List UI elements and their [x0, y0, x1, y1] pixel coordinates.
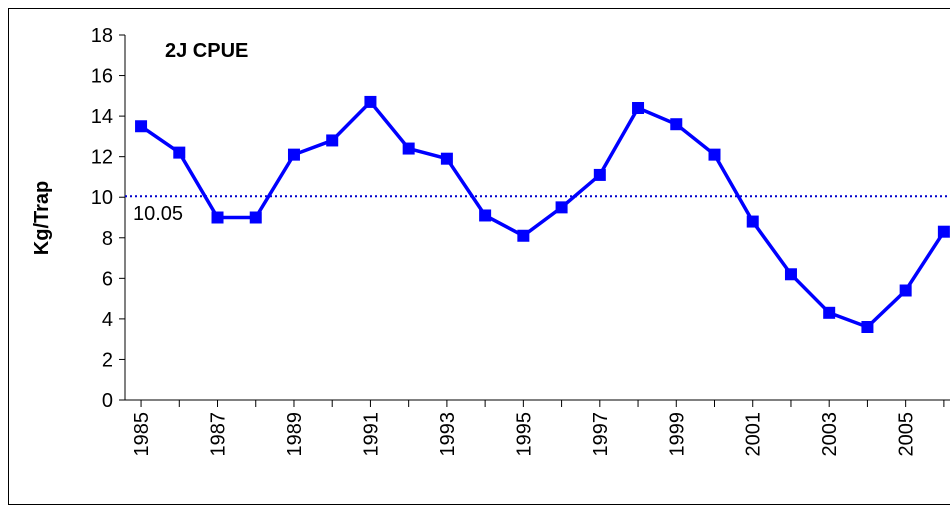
- x-tick-label: 1987: [208, 412, 230, 457]
- data-point: [517, 230, 529, 242]
- reference-label: 10.05: [133, 203, 183, 225]
- data-point: [250, 212, 262, 224]
- y-tick-label: 12: [91, 147, 113, 169]
- y-tick-label: 16: [91, 66, 113, 88]
- data-point: [479, 209, 491, 221]
- y-tick-label: 10: [91, 187, 113, 209]
- data-point: [632, 102, 644, 114]
- x-tick-label: 1995: [513, 412, 535, 457]
- x-tick-label: 1989: [284, 412, 306, 457]
- x-tick-label: 2001: [743, 412, 765, 457]
- y-tick-label: 6: [102, 268, 113, 290]
- y-tick-label: 2: [102, 349, 113, 371]
- x-tick-label: 2005: [896, 412, 918, 457]
- data-point: [747, 216, 759, 228]
- data-point: [364, 96, 376, 108]
- data-point: [212, 212, 224, 224]
- data-point: [900, 285, 912, 297]
- data-point: [823, 307, 835, 319]
- y-tick-label: 14: [91, 106, 113, 128]
- x-tick-label: 2003: [819, 412, 841, 457]
- data-point: [709, 149, 721, 161]
- data-point: [288, 149, 300, 161]
- data-point: [326, 134, 338, 146]
- data-point: [173, 147, 185, 159]
- y-tick-label: 4: [102, 309, 113, 331]
- data-point: [785, 268, 797, 280]
- x-tick-label: 1993: [437, 412, 459, 457]
- data-point: [861, 321, 873, 333]
- data-point: [135, 120, 147, 132]
- data-point: [556, 201, 568, 213]
- y-tick-label: 0: [102, 390, 113, 412]
- data-point: [441, 153, 453, 165]
- x-tick-label: 1997: [590, 412, 612, 457]
- chart-title: 2J CPUE: [165, 40, 248, 62]
- x-tick-label: 1999: [666, 412, 688, 457]
- data-point: [938, 226, 950, 238]
- data-point: [670, 118, 682, 130]
- x-tick-label: 1991: [360, 412, 382, 457]
- x-tick-label: 1985: [131, 412, 153, 457]
- y-axis-label: Kg/Trap: [31, 181, 53, 255]
- data-point: [403, 143, 415, 155]
- y-tick-label: 18: [91, 25, 113, 47]
- data-point: [594, 169, 606, 181]
- y-tick-label: 8: [102, 228, 113, 250]
